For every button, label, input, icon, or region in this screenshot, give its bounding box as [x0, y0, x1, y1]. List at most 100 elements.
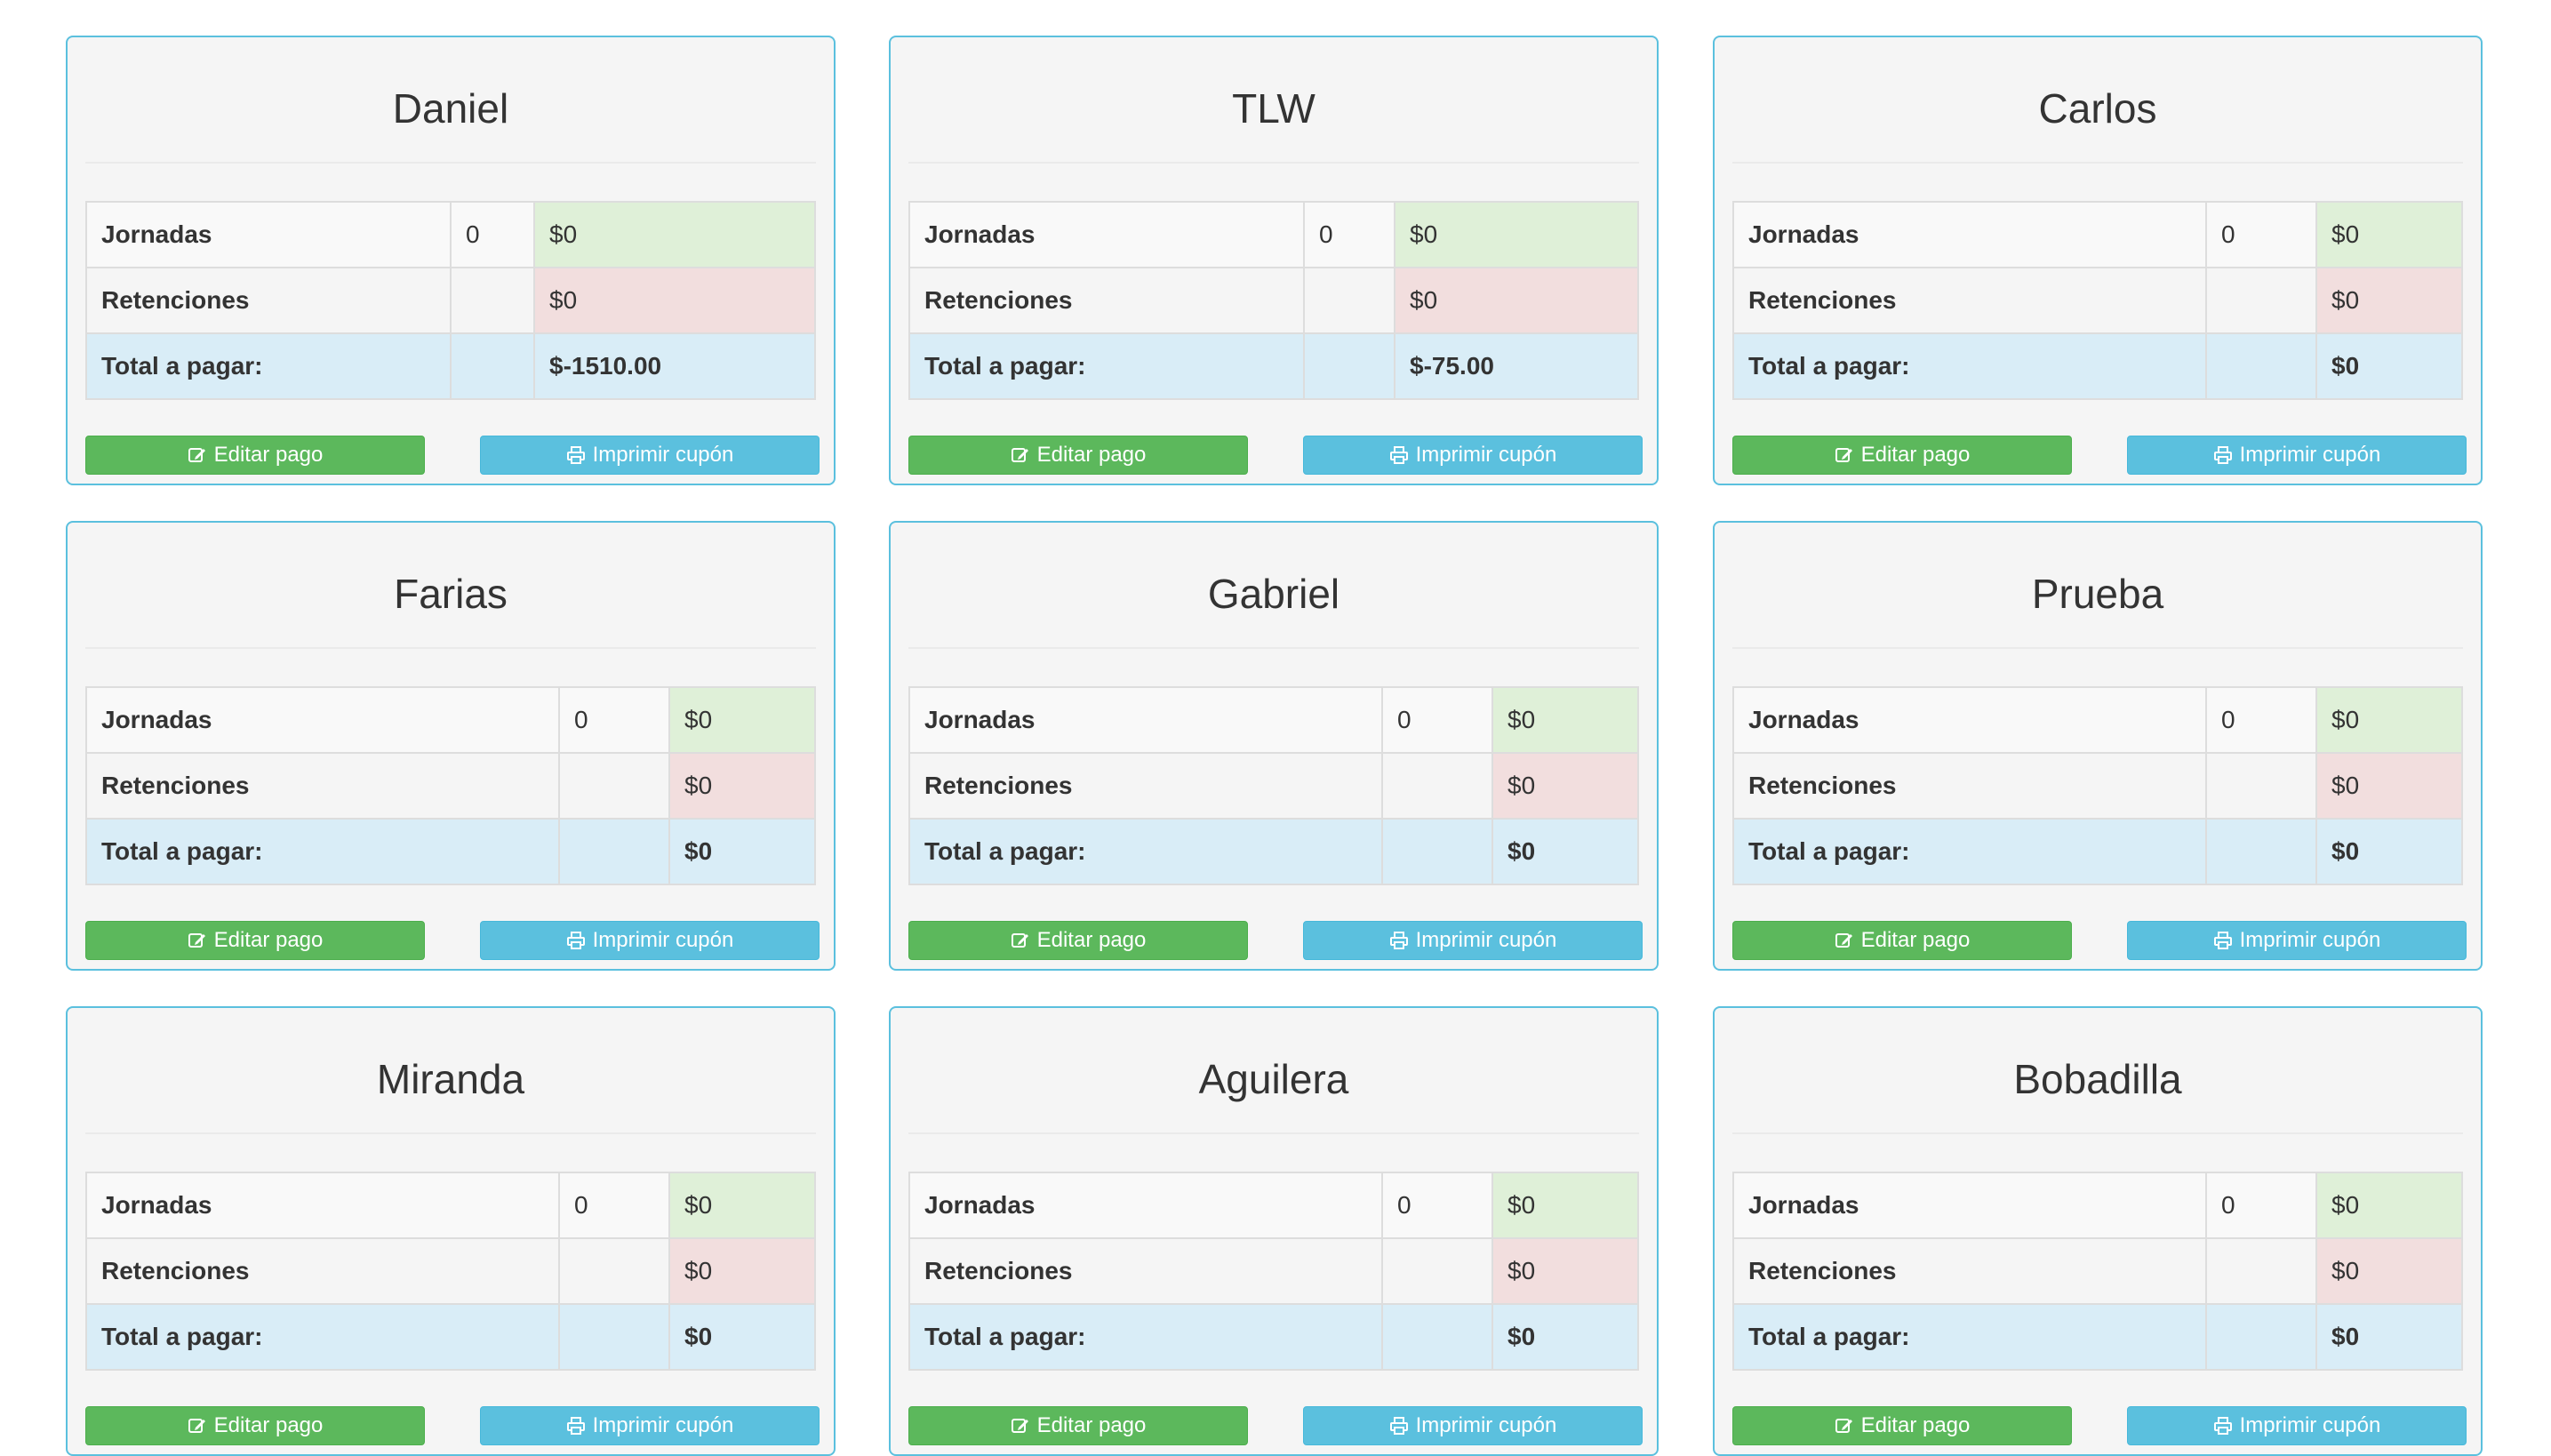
retenciones-row: Retenciones $0 — [1732, 752, 2463, 820]
jornadas-label: Jornadas — [85, 686, 560, 754]
print-coupon-button[interactable]: Imprimir cupón — [480, 436, 820, 475]
edit-payment-button[interactable]: Editar pago — [908, 1406, 1248, 1445]
divider — [85, 162, 816, 164]
print-coupon-label: Imprimir cupón — [2239, 1413, 2381, 1437]
total-amount: $0 — [2315, 332, 2463, 400]
total-row: Total a pagar: $0 — [1732, 332, 2463, 400]
retenciones-count — [1381, 752, 1493, 820]
edit-payment-button[interactable]: Editar pago — [908, 436, 1248, 475]
payment-card: Carlos Jornadas 0 $0 Retenciones $0 Tota… — [1713, 36, 2483, 485]
edit-icon — [188, 1416, 207, 1436]
print-coupon-button[interactable]: Imprimir cupón — [480, 921, 820, 960]
print-coupon-label: Imprimir cupón — [592, 1413, 734, 1437]
payment-card: Aguilera Jornadas 0 $0 Retenciones $0 To… — [889, 1006, 1659, 1456]
retenciones-amount: $0 — [2315, 752, 2463, 820]
print-icon — [2213, 931, 2233, 950]
retenciones-row: Retenciones $0 — [85, 1237, 816, 1305]
total-row: Total a pagar: $0 — [908, 818, 1639, 885]
divider — [1732, 1132, 2463, 1134]
jornadas-label: Jornadas — [85, 201, 452, 268]
total-spacer — [1303, 332, 1395, 400]
edit-payment-button[interactable]: Editar pago — [908, 921, 1248, 960]
retenciones-amount: $0 — [2315, 267, 2463, 334]
edit-payment-button[interactable]: Editar pago — [1732, 1406, 2072, 1445]
total-spacer — [2205, 332, 2317, 400]
print-icon — [566, 1416, 586, 1436]
jornadas-row: Jornadas 0 $0 — [85, 1172, 816, 1239]
print-icon — [2213, 445, 2233, 465]
jornadas-count: 0 — [2205, 1172, 2317, 1239]
edit-payment-button[interactable]: Editar pago — [1732, 921, 2072, 960]
jornadas-row: Jornadas 0 $0 — [85, 686, 816, 754]
print-coupon-label: Imprimir cupón — [1415, 928, 1557, 952]
print-coupon-button[interactable]: Imprimir cupón — [2127, 436, 2467, 475]
print-icon — [1389, 1416, 1409, 1436]
retenciones-label: Retenciones — [1732, 752, 2207, 820]
divider — [85, 647, 816, 649]
jornadas-count: 0 — [2205, 201, 2317, 268]
edit-payment-button[interactable]: Editar pago — [1732, 436, 2072, 475]
total-amount: $0 — [668, 818, 816, 885]
total-amount: $-75.00 — [1394, 332, 1639, 400]
total-label: Total a pagar: — [85, 818, 560, 885]
retenciones-amount: $0 — [1394, 267, 1639, 334]
retenciones-label: Retenciones — [908, 1237, 1383, 1305]
divider — [1732, 647, 2463, 649]
total-amount: $0 — [1491, 818, 1639, 885]
total-label: Total a pagar: — [908, 332, 1305, 400]
edit-payment-button[interactable]: Editar pago — [85, 436, 425, 475]
edit-payment-label: Editar pago — [1036, 1413, 1147, 1437]
divider — [908, 647, 1639, 649]
card-title: Prueba — [2031, 571, 2164, 617]
jornadas-label: Jornadas — [1732, 686, 2207, 754]
print-coupon-button[interactable]: Imprimir cupón — [1303, 921, 1643, 960]
edit-payment-button[interactable]: Editar pago — [85, 921, 425, 960]
jornadas-label: Jornadas — [1732, 1172, 2207, 1239]
jornadas-row: Jornadas 0 $0 — [908, 201, 1639, 268]
print-icon — [566, 931, 586, 950]
card-title: Farias — [394, 571, 508, 617]
print-coupon-label: Imprimir cupón — [2239, 443, 2381, 467]
jornadas-count: 0 — [2205, 686, 2317, 754]
print-coupon-button[interactable]: Imprimir cupón — [2127, 921, 2467, 960]
retenciones-count — [2205, 267, 2317, 334]
card-title: Aguilera — [1198, 1056, 1349, 1102]
retenciones-label: Retenciones — [1732, 1237, 2207, 1305]
print-coupon-button[interactable]: Imprimir cupón — [2127, 1406, 2467, 1445]
divider — [908, 162, 1639, 164]
payment-card: Farias Jornadas 0 $0 Retenciones $0 Tota… — [66, 521, 836, 971]
card-title: TLW — [1232, 85, 1315, 132]
total-amount: $-1510.00 — [533, 332, 816, 400]
total-row: Total a pagar: $-1510.00 — [85, 332, 816, 400]
total-row: Total a pagar: $-75.00 — [908, 332, 1639, 400]
jornadas-row: Jornadas 0 $0 — [1732, 201, 2463, 268]
retenciones-count — [558, 1237, 670, 1305]
total-amount: $0 — [2315, 818, 2463, 885]
payment-table: Jornadas 0 $0 Retenciones $0 Total a pag… — [908, 201, 1639, 400]
card-title: Miranda — [376, 1056, 525, 1102]
total-label: Total a pagar: — [908, 1303, 1383, 1371]
retenciones-row: Retenciones $0 — [1732, 267, 2463, 334]
total-row: Total a pagar: $0 — [1732, 818, 2463, 885]
jornadas-label: Jornadas — [908, 201, 1305, 268]
jornadas-amount: $0 — [533, 201, 816, 268]
payment-table: Jornadas 0 $0 Retenciones $0 Total a pag… — [85, 201, 816, 400]
divider — [1732, 162, 2463, 164]
edit-payment-button[interactable]: Editar pago — [85, 1406, 425, 1445]
edit-icon — [1011, 1416, 1030, 1436]
divider — [85, 1132, 816, 1134]
print-coupon-button[interactable]: Imprimir cupón — [1303, 1406, 1643, 1445]
jornadas-amount: $0 — [668, 686, 816, 754]
card-title: Daniel — [392, 85, 509, 132]
payment-table: Jornadas 0 $0 Retenciones $0 Total a pag… — [85, 686, 816, 885]
retenciones-row: Retenciones $0 — [908, 267, 1639, 334]
print-coupon-label: Imprimir cupón — [1415, 443, 1557, 467]
print-coupon-button[interactable]: Imprimir cupón — [1303, 436, 1643, 475]
print-coupon-button[interactable]: Imprimir cupón — [480, 1406, 820, 1445]
retenciones-amount: $0 — [668, 752, 816, 820]
total-row: Total a pagar: $0 — [1732, 1303, 2463, 1371]
card-title: Bobadilla — [2013, 1056, 2182, 1102]
jornadas-count: 0 — [1381, 686, 1493, 754]
retenciones-amount: $0 — [2315, 1237, 2463, 1305]
payment-table: Jornadas 0 $0 Retenciones $0 Total a pag… — [908, 1172, 1639, 1371]
